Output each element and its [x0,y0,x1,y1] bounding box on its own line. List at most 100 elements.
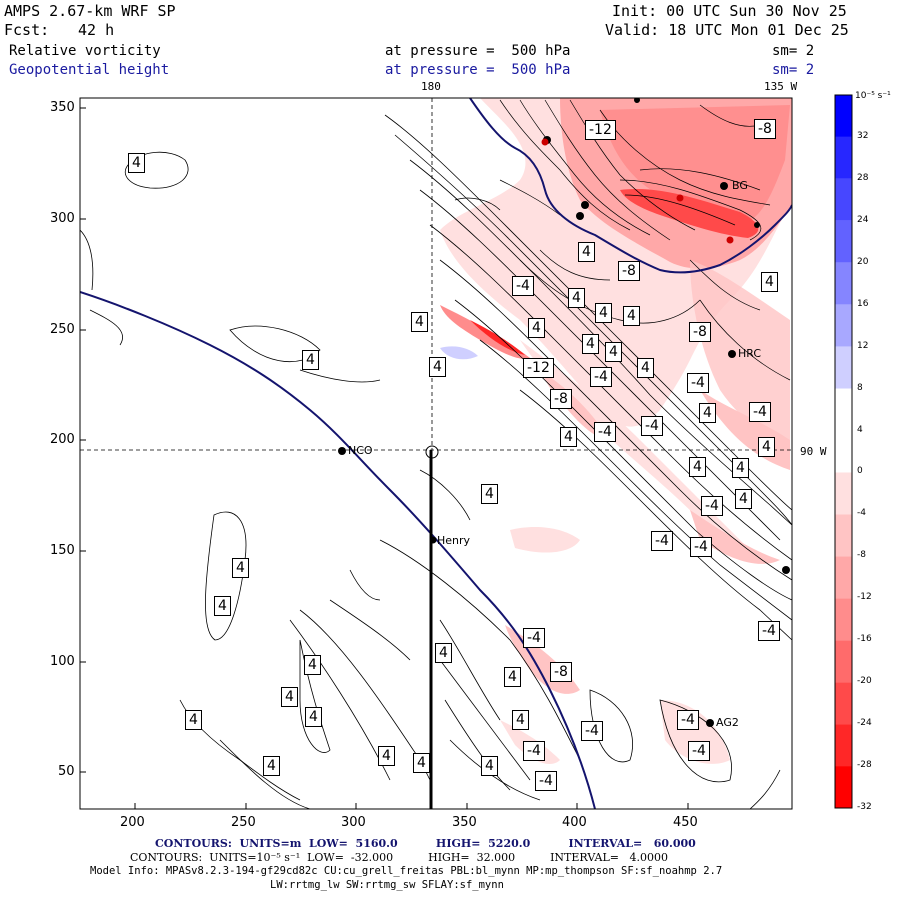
contour-label: 4 [761,272,778,292]
contour-label: 4 [413,753,430,773]
y-tick-250: 250 [50,322,75,337]
colorbar-label: -32 [857,802,872,812]
contour-label: -4 [594,422,616,442]
station-label-hrc: HRC [738,347,762,360]
field1-smoothing: sm= 2 [772,43,815,59]
contour-label: -4 [523,628,545,648]
contour-label: -4 [688,741,710,761]
colorbar-swatch [835,430,852,473]
contour-label: 4 [481,756,498,776]
x-tick-450: 450 [673,815,698,830]
station-label-ag2: AG2 [716,716,739,729]
colorbar-label: 24 [857,214,869,225]
contour-label: 4 [582,334,599,354]
colorbar-swatch [835,220,852,263]
colorbar [834,94,853,809]
colorbar-swatch [835,640,852,683]
contour-label: 4 [637,358,654,378]
colorbar-label: 0 [857,466,863,477]
contour-label: -4 [535,771,557,791]
colorbar-label: 12 [857,340,869,351]
colorbar-swatch [835,304,852,347]
colorbar-label: -20 [857,676,872,687]
colorbar-swatch [835,682,852,725]
contour-label: 4 [435,643,452,663]
contour-label: 4 [568,288,585,308]
x-tick-200: 200 [120,815,145,830]
colorbar-swatch [835,766,852,808]
x-tick-400: 400 [562,815,587,830]
contour-label: -4 [687,373,709,393]
contour-label: -4 [690,537,712,557]
colorbar-label: 28 [857,172,869,183]
footer-physics-info: LW:rrtmg_lw SW:rrtmg_sw SFLAY:sf_mynn [270,879,504,891]
contour-label: 4 [481,484,498,504]
station-label-nco: NCO [348,444,373,457]
contour-label: -4 [701,496,723,516]
colorbar-swatch [835,598,852,641]
contour-label: -4 [677,710,699,730]
contour-label: -8 [754,119,776,139]
meridian-label-135w: 135 W [764,80,798,93]
contour-label: -12 [585,120,616,140]
contour-label: -4 [512,276,534,296]
field2-name: Geopotential height [9,62,170,78]
colorbar-label: 32 [857,130,869,141]
colorbar-label: -8 [857,550,866,561]
colorbar-swatch [835,262,852,305]
station-label-bg: BG [732,179,748,192]
contour-label: -8 [550,662,572,682]
contour-label: 4 [304,655,321,675]
contour-label: 4 [595,303,612,323]
colorbar-swatch [835,136,852,179]
contour-label: 4 [305,707,322,727]
contour-label: 4 [512,710,529,730]
field1-level: at pressure = 500 hPa [385,43,571,59]
y-tick-100: 100 [50,654,75,669]
x-tick-300: 300 [341,815,366,830]
contour-label: 4 [758,437,775,457]
y-tick-300: 300 [50,211,75,226]
colorbar-unit: 10⁻⁵ s⁻¹ [855,91,891,101]
colorbar-swatch [835,472,852,515]
footer-vorticity-contours: CONTOURS: UNITS=10⁻⁵ s⁻¹ LOW= -32.000 HI… [130,851,668,864]
footer-height-contours: CONTOURS: UNITS=m LOW= 5160.0 HIGH= 5220… [155,837,696,850]
contour-label: 4 [302,350,319,370]
init-time: Init: 00 UTC Sun 30 Nov 25 [612,2,847,20]
contour-label: 4 [214,596,231,616]
forecast-label: Fcst: [4,21,50,39]
contour-label: 4 [623,306,640,326]
colorbar-swatch [835,346,852,389]
contour-label: 4 [504,667,521,687]
colorbar-swatch [835,178,852,221]
contour-label: -4 [749,402,771,422]
contour-label: -4 [641,416,663,436]
contour-label: 4 [560,427,577,447]
contour-label: 4 [735,489,752,509]
vorticity-field [80,98,792,809]
contour-label: -8 [618,261,640,281]
contour-label: -4 [651,531,673,551]
contour-label: 4 [128,153,145,173]
forecast-value: 42 h [78,21,115,39]
contour-label: 4 [232,558,249,578]
contour-label: 4 [699,403,716,423]
contour-label: 4 [263,756,280,776]
contour-label: -4 [581,721,603,741]
contour-label: -8 [550,389,572,409]
colorbar-swatch [835,388,852,431]
contour-label: -8 [689,322,711,342]
colorbar-label: 16 [857,298,869,309]
colorbar-label: -4 [857,508,866,519]
colorbar-label: 4 [857,424,863,435]
contour-label: 4 [281,687,298,707]
y-tick-200: 200 [50,432,75,447]
valid-time: Valid: 18 UTC Mon 01 Dec 25 [605,21,849,39]
contour-label: 4 [528,318,545,338]
contour-label: 4 [689,457,706,477]
contour-label: 4 [185,710,202,730]
contour-label: 4 [732,458,749,478]
colorbar-label: -24 [857,718,872,729]
contour-label: -4 [523,741,545,761]
